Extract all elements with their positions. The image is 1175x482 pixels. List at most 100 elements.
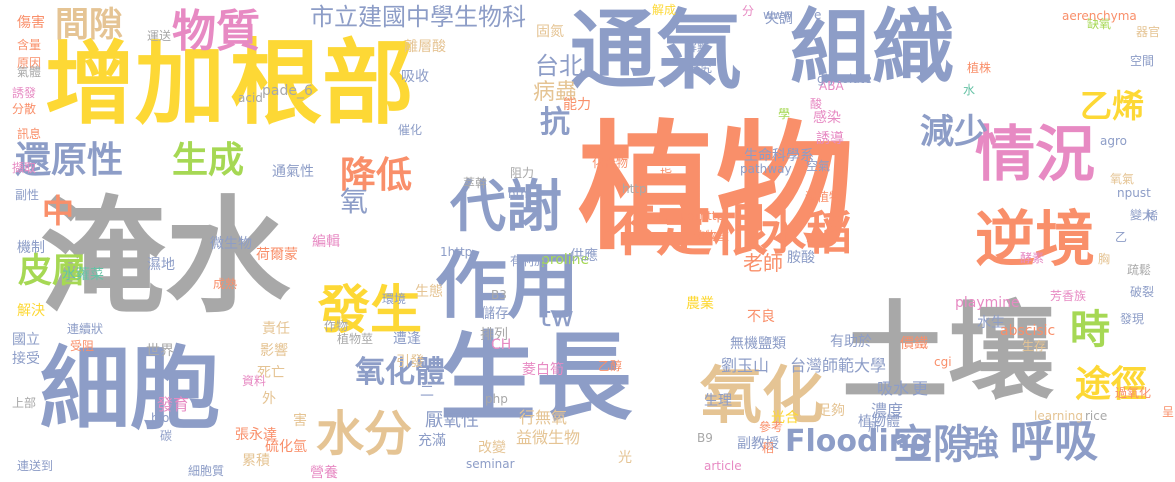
cloud-word: 氧氣 [1110,172,1135,186]
cloud-word: CH [491,337,512,353]
cloud-word: 作用 [435,244,580,328]
cloud-word: 外 [262,391,276,407]
cloud-word: 成熟 [213,277,238,291]
cloud-word: 營養 [310,465,338,481]
cloud-word: 影響 [260,343,288,359]
cloud-word: 光合 [771,410,799,426]
cloud-word: 資料 [242,374,267,388]
cloud-word: 水分 [316,406,413,462]
cloud-word: 水蕹菜 [62,267,104,283]
cloud-word: 編輯 [312,234,340,250]
cloud-word: 空間 [1130,54,1155,68]
cloud-word: 缺氧 [1087,17,1112,31]
cloud-word: 變大 [1130,208,1155,222]
cloud-word: pade_6 [262,83,313,99]
cloud-word: 生長 [440,322,632,434]
cloud-word: 水生 [977,315,1005,331]
cloud-word: 無機鹽類 [730,336,786,352]
cloud-word: 芳香族 [1050,289,1087,303]
cloud-word: 受阻 [70,339,95,353]
cloud-word: 解決 [17,303,45,319]
cloud-word: 呈 [1162,405,1175,419]
cloud-word: 植物莖 [337,332,374,346]
cloud-word: 生命科學系 [744,148,814,164]
cloud-word: 催化 [398,123,423,137]
cloud-word: 原因 [17,56,42,70]
cloud-word: 誘導 [816,131,844,147]
cloud-word: 累積 [242,453,270,469]
cloud-word: 還原性 [15,140,124,181]
cloud-word: 運送 [147,29,172,43]
cloud-word: 濕植物 [805,190,842,204]
cloud-word: 能力 [563,97,591,113]
cloud-word: 1http [440,245,473,259]
cloud-word: 感染 [813,110,841,126]
cloud-word: 參考 [759,420,784,434]
cloud-word: article [704,459,742,473]
cloud-word: 指 [660,167,673,181]
cloud-word: 逆境 [975,205,1095,275]
cloud-word: 生存 [1022,339,1047,353]
cloud-word: 氧化 [700,359,825,432]
cloud-word: 胸 [1098,252,1111,266]
cloud-word: 氣體 [17,65,42,79]
cloud-word: 空氣 [806,159,831,173]
cloud-word: 增加 [45,32,225,137]
cloud-word: 根部 [230,30,415,137]
cloud-word: 世界 [146,343,174,359]
cloud-word: 稻 [762,441,775,455]
cloud-word: tw [540,300,574,333]
cloud-word: 吸收 [401,69,429,85]
cloud-word: 責任 [262,321,290,337]
cloud-word: 代謝 [450,175,562,240]
cloud-word: 死亡 [257,365,285,381]
cloud-word: 情況 [975,120,1095,190]
cloud-word: 通氣 [570,1,742,101]
cloud-word: 通氣性 [272,164,314,180]
cloud-word: 組織 [790,1,955,96]
cloud-word: seminar [466,457,515,471]
cloud-word: 物質 [172,6,260,57]
cloud-word: 改變 [478,440,506,456]
cloud-word: 儲存 [481,306,509,322]
cloud-word: 酵素 [1020,251,1045,265]
cloud-word: 益微生物 [516,428,581,447]
cloud-word: 遭逢 [393,331,421,347]
cloud-word: 劉玉山 [721,356,770,375]
cloud-word: 淹水 [40,185,290,330]
cloud-word: 乙 [1115,230,1128,244]
cloud-word: 市立建國中學生物科 [310,3,526,31]
cloud-word: 國立 [12,332,40,348]
cloud-word: 硫化氫 [265,439,307,455]
cloud-word: 傷害 [17,15,45,31]
cloud-word: 細胞質 [188,464,225,478]
cloud-word: 連送到 [17,459,54,473]
cloud-word: 離層酸 [404,39,446,55]
cloud-word: 發育 [157,395,190,414]
cloud-word: 學 [778,107,791,121]
cloud-word: 光 [618,450,632,466]
cloud-word: 器官 [1136,25,1161,39]
cloud-word: 吸水 [877,379,910,398]
cloud-word: 氧化體 [355,355,445,390]
cloud-word: pdfhttp [680,209,725,223]
cloud-word: 張永達 [235,427,277,443]
cloud-word: proline [541,252,590,268]
cloud-word: 破裂 [1130,285,1155,299]
cloud-word: acid [238,91,263,105]
cloud-word: 有助於 [830,334,872,350]
cloud-word: 疏鬆 [1127,263,1152,277]
cloud-word: 連續狀 [67,322,104,336]
cloud-word: 阻力 [510,166,535,180]
cloud-word: 生態 [415,284,443,300]
cloud-word: 不良 [747,309,775,325]
cloud-word: 機制 [17,240,45,256]
cloud-word: 台灣師範大學 [790,356,887,375]
cloud-word: B9 [697,431,713,445]
cloud-word: e [814,8,822,22]
cloud-word: 濕地 [147,257,175,273]
cloud-word: 訊息 [17,127,42,141]
cloud-word: abscisic [1000,323,1056,339]
cloud-word: B3 [491,288,507,302]
cloud-word: 氧 [340,185,369,218]
